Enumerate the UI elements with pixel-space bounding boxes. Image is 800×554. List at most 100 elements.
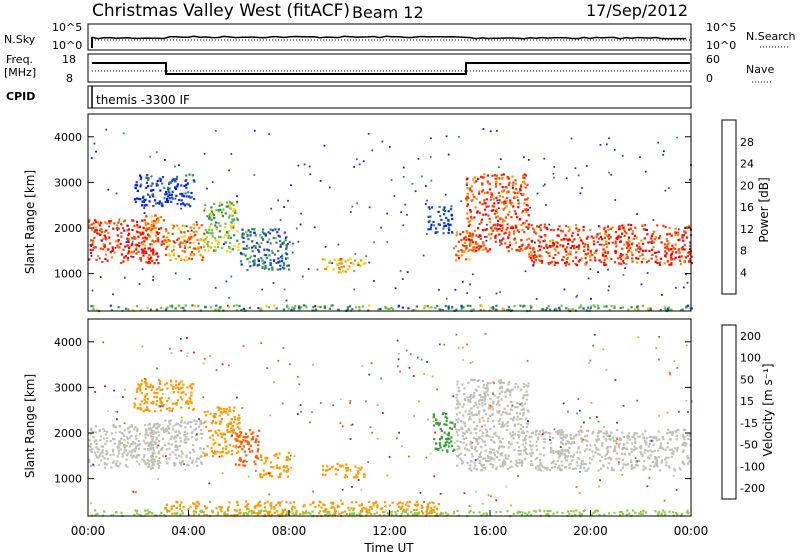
power-cell — [214, 308, 217, 311]
power-cell — [128, 232, 131, 235]
power-cell — [471, 241, 474, 244]
power-cell — [102, 248, 105, 251]
velocity-cell — [648, 457, 651, 460]
power-cell — [478, 190, 481, 193]
power-cell — [490, 209, 493, 212]
power-cell — [256, 264, 259, 267]
power-speckle — [178, 164, 180, 167]
velocity-cell — [358, 514, 361, 517]
power-cell — [623, 243, 626, 246]
power-cell — [143, 198, 147, 202]
power-cell — [143, 204, 146, 207]
velocity-cell — [259, 474, 262, 477]
velocity-cell — [447, 434, 450, 437]
velocity-cell — [287, 468, 290, 471]
power-cell — [477, 244, 480, 248]
power-cell — [651, 240, 654, 243]
velocity-cell — [621, 458, 624, 462]
velocity-cell — [263, 502, 267, 505]
velocity-cell — [502, 461, 505, 464]
power-cell — [477, 177, 480, 180]
velocity-cell — [128, 450, 131, 453]
velocity-cell — [592, 455, 595, 458]
power-cell — [161, 240, 164, 243]
power-cell — [619, 306, 622, 309]
velocity-cell — [360, 507, 364, 511]
velocity-cell — [432, 424, 436, 427]
velocity-cell — [164, 443, 167, 446]
velocity-cell — [171, 387, 175, 390]
power-cell — [514, 182, 517, 185]
power-cell — [340, 259, 343, 262]
velocity-cell — [436, 513, 439, 516]
velocity-cell — [475, 438, 478, 441]
power-cell — [250, 255, 253, 258]
power-cell — [580, 304, 583, 307]
velocity-cell — [578, 513, 581, 516]
velocity-cell — [196, 500, 199, 504]
power-cell — [257, 243, 260, 246]
power-speckle — [421, 175, 423, 178]
velocity-speckle — [602, 348, 605, 351]
velocity-cell — [230, 453, 233, 456]
velocity-cell — [485, 413, 488, 416]
power-cell — [338, 262, 341, 265]
velocity-cell — [151, 456, 154, 459]
power-cell — [282, 308, 285, 311]
power-cell — [249, 265, 252, 268]
power-cell — [116, 246, 119, 249]
velocity-cell — [258, 500, 261, 503]
power-speckle — [316, 268, 319, 271]
power-speckle — [468, 238, 470, 241]
velocity-cell — [589, 444, 592, 447]
velocity-cell — [628, 453, 631, 456]
velocity-cell — [528, 444, 531, 447]
velocity-cell — [450, 427, 453, 430]
power-speckle — [428, 208, 431, 210]
power-speckle — [287, 199, 289, 202]
power-cell — [158, 232, 161, 235]
velocity-cell — [113, 438, 116, 441]
velocity-cell — [151, 386, 154, 389]
power-cell — [233, 234, 236, 237]
power-cell — [557, 228, 560, 231]
power-cell — [480, 218, 484, 221]
power-cell — [362, 262, 365, 265]
power-cell — [127, 308, 130, 311]
power-cell — [474, 242, 477, 245]
power-cell — [132, 219, 135, 222]
power-cell — [498, 233, 501, 236]
cpid-frame — [87, 85, 692, 109]
velocity-cell — [621, 466, 625, 469]
velocity-cell — [523, 446, 526, 449]
velocity-speckle — [269, 414, 272, 417]
power-cell — [89, 243, 92, 247]
velocity-cell — [500, 413, 503, 416]
velocity-speckle — [490, 495, 492, 498]
velocity-speckle — [622, 404, 625, 407]
velocity-cell — [465, 443, 468, 447]
velocity-cell — [637, 435, 640, 438]
velocity-cell — [413, 503, 417, 506]
velocity-cell — [617, 446, 620, 449]
power-speckle — [230, 275, 233, 278]
power-cell — [647, 259, 650, 262]
velocity-speckle — [202, 362, 205, 365]
power-cell — [151, 243, 154, 246]
velocity-cell — [269, 471, 272, 475]
power-cell — [530, 253, 533, 256]
power-cell — [625, 253, 628, 256]
velocity-cell — [578, 511, 581, 514]
velocity-cell — [512, 417, 515, 420]
power-cell — [89, 251, 92, 255]
power-cell — [503, 202, 506, 205]
velocity-cell — [151, 464, 154, 467]
power-cell — [427, 228, 430, 231]
velocity-cell — [157, 434, 160, 437]
velocity-cell — [286, 511, 289, 514]
power-cell — [488, 182, 491, 186]
power-speckle — [319, 180, 322, 182]
velocity-cell — [356, 476, 359, 479]
velocity-cell — [529, 513, 532, 516]
velocity-cell — [441, 512, 444, 515]
